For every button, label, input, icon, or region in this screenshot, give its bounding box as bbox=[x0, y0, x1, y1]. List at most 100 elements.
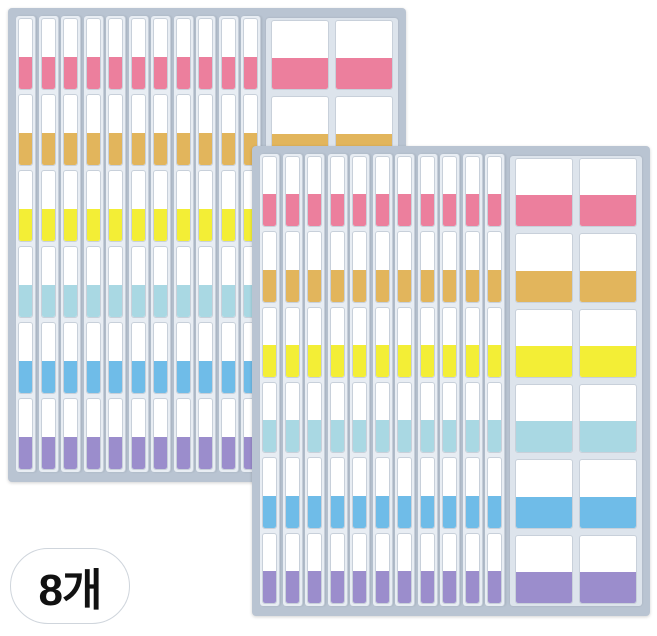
tab-color-band bbox=[41, 360, 55, 393]
tab-color-band bbox=[353, 495, 366, 528]
tab-color-band bbox=[308, 495, 321, 528]
sticky-tab-pink bbox=[220, 18, 236, 90]
sticky-tab-orange bbox=[220, 94, 236, 166]
sticky-tab-orange bbox=[487, 231, 502, 303]
tab-color-band bbox=[221, 436, 235, 469]
tab-color-band bbox=[154, 56, 167, 89]
tab-color-band bbox=[86, 360, 100, 393]
sticky-tab-orange bbox=[175, 94, 191, 166]
sticky-tab-pink bbox=[464, 156, 480, 228]
sticky-tab-purple bbox=[329, 532, 345, 604]
tab-color-band bbox=[375, 571, 389, 603]
sticky-tab-pink bbox=[108, 18, 123, 90]
sticky-tab-yellow bbox=[442, 306, 457, 378]
tab-color-band bbox=[199, 132, 212, 165]
sticky-tab-aqua bbox=[374, 382, 390, 454]
tab-color-band bbox=[109, 208, 122, 241]
tab-color-band bbox=[263, 345, 276, 377]
sticky-tab-purple bbox=[307, 532, 322, 604]
tab-color-band bbox=[199, 56, 212, 89]
tab-color-band bbox=[488, 495, 501, 528]
sticky-tab-yellow bbox=[397, 306, 412, 378]
tab-color-band bbox=[488, 345, 501, 377]
sticky-tab-blue bbox=[352, 457, 367, 529]
tab-color-band bbox=[221, 132, 235, 165]
tab-color-band bbox=[353, 269, 366, 302]
sticky-tab-purple bbox=[464, 532, 480, 604]
sticky-tab-purple bbox=[130, 398, 146, 470]
tab-color-band bbox=[64, 56, 77, 89]
tab-color-band bbox=[86, 56, 100, 89]
sticky-tab-blue bbox=[307, 457, 322, 529]
tab-strip bbox=[485, 154, 505, 606]
tab-color-band bbox=[64, 284, 77, 317]
sticky-tab-purple bbox=[198, 398, 213, 470]
tab-color-band bbox=[335, 57, 392, 89]
sticky-tab-orange bbox=[307, 231, 322, 303]
sticky-tab-blue bbox=[487, 457, 502, 529]
sticky-tab-orange bbox=[262, 231, 277, 303]
front-sticky-tab-pack bbox=[252, 146, 650, 616]
sticky-tab-yellow bbox=[487, 306, 502, 378]
tab-color-band bbox=[488, 420, 501, 453]
sticky-tab-aqua bbox=[514, 384, 573, 454]
sticky-tab-yellow bbox=[329, 306, 345, 378]
tab-color-band bbox=[579, 572, 636, 603]
sticky-tab-blue bbox=[578, 459, 637, 529]
sticky-tab-aqua bbox=[130, 246, 146, 318]
sticky-tab-yellow bbox=[514, 308, 573, 378]
sticky-tab-yellow bbox=[40, 170, 56, 242]
tab-color-band bbox=[443, 345, 456, 377]
tab-color-band bbox=[285, 194, 299, 227]
sticky-tab-aqua bbox=[464, 382, 480, 454]
sticky-tab-pink bbox=[419, 156, 435, 228]
tab-color-band bbox=[375, 495, 389, 528]
sticky-tab-blue bbox=[108, 322, 123, 394]
tab-color-band bbox=[443, 194, 456, 227]
sticky-tab-orange bbox=[329, 231, 345, 303]
sticky-tab-purple bbox=[175, 398, 191, 470]
tab-color-band bbox=[465, 269, 479, 302]
sticky-tab-pink bbox=[487, 156, 502, 228]
tab-color-band bbox=[375, 420, 389, 453]
tab-color-band bbox=[515, 346, 572, 377]
tab-color-band bbox=[244, 56, 257, 89]
sticky-tab-blue bbox=[175, 322, 191, 394]
tab-color-band bbox=[353, 420, 366, 453]
tab-strip bbox=[83, 16, 104, 472]
tab-color-band bbox=[176, 360, 190, 393]
sticky-tab-blue bbox=[85, 322, 101, 394]
sticky-tab-yellow bbox=[220, 170, 236, 242]
sticky-tab-aqua bbox=[85, 246, 101, 318]
tab-color-band bbox=[353, 571, 366, 603]
tab-color-band bbox=[86, 436, 100, 469]
sticky-tab-blue bbox=[329, 457, 345, 529]
sticky-tab-purple bbox=[374, 532, 390, 604]
sticky-tab-orange bbox=[284, 231, 300, 303]
sticky-tab-pink bbox=[85, 18, 101, 90]
tab-color-band bbox=[579, 270, 636, 302]
tab-color-band bbox=[353, 345, 366, 377]
sticky-tab-pink bbox=[153, 18, 168, 90]
tab-color-band bbox=[19, 360, 32, 393]
tab-color-band bbox=[285, 269, 299, 302]
tab-color-band bbox=[41, 436, 55, 469]
tab-color-band bbox=[330, 194, 344, 227]
tab-color-band bbox=[515, 421, 572, 453]
tab-strip bbox=[350, 154, 370, 606]
tab-color-band bbox=[398, 495, 411, 528]
sticky-tab-pink bbox=[198, 18, 213, 90]
tab-color-band bbox=[176, 56, 190, 89]
sticky-tab-purple bbox=[85, 398, 101, 470]
sticky-tab-blue bbox=[464, 457, 480, 529]
sticky-tab-pink bbox=[262, 156, 277, 228]
tab-color-band bbox=[420, 194, 434, 227]
sticky-tab-aqua bbox=[578, 384, 637, 454]
sticky-tab-yellow bbox=[352, 306, 367, 378]
tab-color-band bbox=[398, 345, 411, 377]
sticky-tab-pink bbox=[334, 20, 393, 90]
tab-color-band bbox=[375, 345, 389, 377]
sticky-tab-blue bbox=[63, 322, 78, 394]
tab-color-band bbox=[271, 57, 328, 89]
sticky-tab-blue bbox=[514, 459, 573, 529]
